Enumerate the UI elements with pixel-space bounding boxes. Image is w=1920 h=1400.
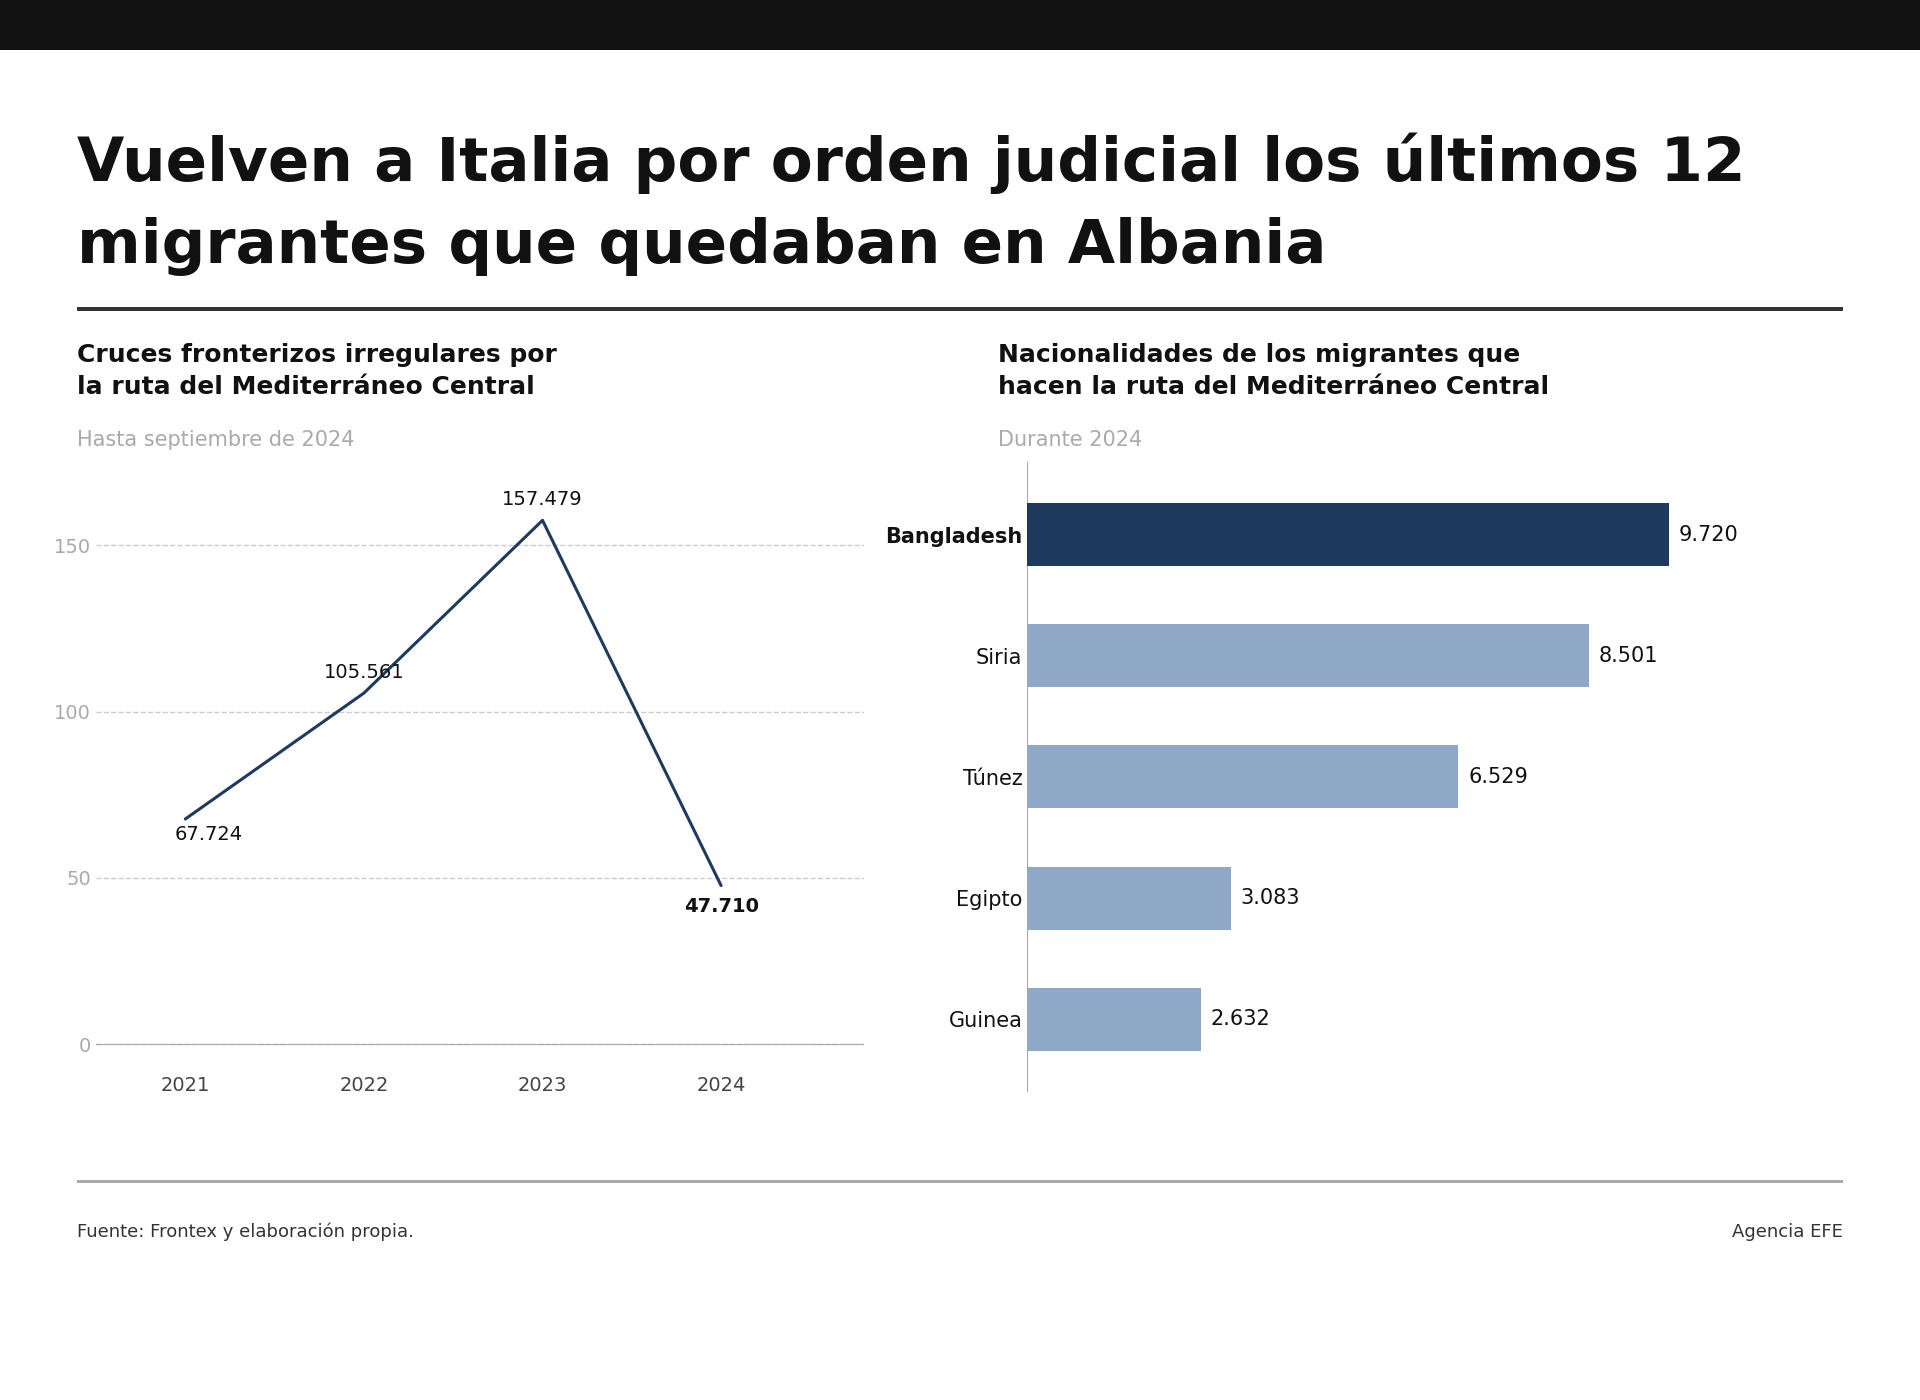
Bar (1027, 624, 1588, 687)
Text: 67.724: 67.724 (175, 825, 242, 844)
Text: 2.632: 2.632 (1212, 1009, 1271, 1029)
Text: Cruces fronterizos irregulares por
la ruta del Mediterráneo Central: Cruces fronterizos irregulares por la ru… (77, 343, 557, 399)
Text: 3.083: 3.083 (1240, 888, 1300, 909)
Text: Vuelven a Italia por orden judicial los últimos 12: Vuelven a Italia por orden judicial los … (77, 133, 1745, 195)
Text: 105.561: 105.561 (324, 664, 405, 682)
Bar (1027, 745, 1459, 808)
Bar (1027, 867, 1231, 930)
Text: 8.501: 8.501 (1599, 645, 1659, 666)
Bar (1027, 503, 1668, 566)
Text: 9.720: 9.720 (1680, 525, 1740, 545)
Text: migrantes que quedaban en Albania: migrantes que quedaban en Albania (77, 217, 1327, 276)
Text: Nacionalidades de los migrantes que
hacen la ruta del Mediterráneo Central: Nacionalidades de los migrantes que hace… (998, 343, 1549, 399)
Text: 157.479: 157.479 (503, 490, 584, 510)
Text: Agencia EFE: Agencia EFE (1732, 1224, 1843, 1240)
Bar (1027, 988, 1202, 1051)
Text: Durante 2024: Durante 2024 (998, 430, 1142, 449)
Text: 6.529: 6.529 (1469, 767, 1528, 787)
Text: Fuente: Frontex y elaboración propia.: Fuente: Frontex y elaboración propia. (77, 1222, 413, 1242)
Text: 47.710: 47.710 (684, 897, 758, 916)
Text: Hasta septiembre de 2024: Hasta septiembre de 2024 (77, 430, 355, 449)
